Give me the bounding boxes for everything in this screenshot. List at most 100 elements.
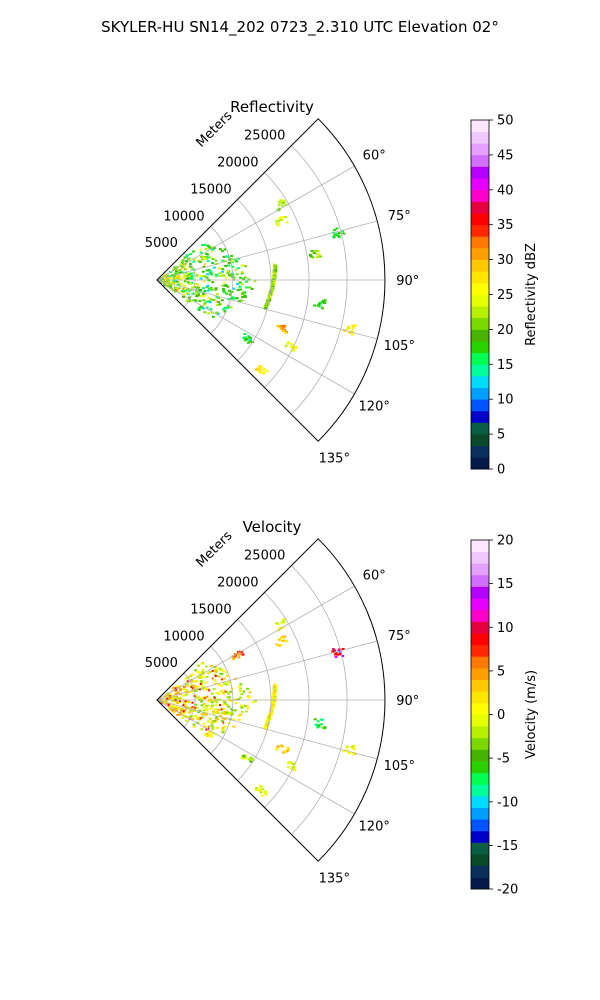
refl-echo-patch [313,299,327,310]
refl-colorbar-label: Reflectivity dBZ [524,243,539,346]
vel-colorbar-swatch [471,644,489,657]
vel-colorbar-swatch [471,877,489,890]
refl-colorbar-swatch [471,120,489,133]
refl-echo-patch [342,324,357,336]
refl-colorbar-swatch [471,317,489,330]
refl-panel: Reflectivity60°75°90°105°120°135°5000100… [145,98,539,478]
vel-range-tick: 10000 [163,629,204,644]
refl-colorbar-swatch [471,154,489,167]
refl-grid [156,145,385,442]
vel-colorbar: -20 -15 -10 -5 0 5 10 15 20 Velocity (m/s) [470,534,539,898]
refl-colorbar-swatch [471,143,489,156]
vel-colorbar-swatch [471,807,489,820]
refl-colorbar-swatch [471,434,489,447]
vel-colorbar-label: Velocity (m/s) [524,670,539,759]
vel-colorbar-tick: 0 [497,708,505,723]
vel-colorbar-swatch [471,772,489,785]
refl-colorbar-tick: 20 [497,323,514,338]
vel-colorbar-swatch [471,842,489,855]
vel-colorbar-swatch [471,795,489,808]
refl-colorbar-tick: 5 [497,428,505,443]
vel-colorbar-swatch [471,551,489,564]
vel-range-tick: 15000 [190,602,231,617]
vel-colorbar-tick: -15 [497,839,518,854]
vel-range-tick: 20000 [217,576,258,591]
vel-echo-patch [240,754,255,763]
vel-echo-patch [275,618,286,632]
vel-colorbar-swatch [471,621,489,634]
refl-colorbar-swatch [471,201,489,214]
refl-colorbar-tick: 15 [497,358,514,373]
refl-title: Reflectivity [230,98,314,116]
vel-azimuth-tick: 75° [388,629,411,644]
vel-colorbar-swatch [471,865,489,878]
refl-colorbar-tick: 45 [497,148,514,163]
refl-colorbar-tick: 0 [497,463,505,478]
vel-range-tick: 5000 [145,656,178,671]
vel-colorbar-tick: -5 [497,752,510,767]
refl-azimuth-tick: 135° [319,451,350,466]
refl-echo-patch [255,365,269,375]
refl-range-tick: 5000 [145,236,178,251]
vel-colorbar-swatch [471,749,489,762]
refl-colorbar-swatch [471,189,489,202]
vel-colorbar-swatch [471,702,489,715]
refl-colorbar-tick: 25 [497,288,514,303]
refl-echo-patch [308,249,322,259]
vel-colorbar-swatch [471,586,489,599]
vel-colorbar-swatch [471,854,489,867]
refl-data-layer [157,199,357,375]
vel-colorbar-swatch [471,714,489,727]
vel-colorbar-swatch [471,819,489,832]
refl-colorbar-swatch [471,399,489,412]
vel-panel: Velocity 60° 75° 90° 105° 120° 135° 5000 10000 15… [145,518,539,898]
refl-colorbar-swatch [471,422,489,435]
refl-colorbar-swatch [471,247,489,260]
refl-colorbar-swatch [471,213,489,226]
refl-range-label: Meters [194,108,236,150]
refl-colorbar-swatch [471,445,489,458]
refl-azimuth-tick: 75° [388,209,411,224]
refl-colorbar-swatch [471,294,489,307]
figure-title: SKYLER-HU SN14_202 0723_2.310 UTC Elevat… [101,18,499,37]
vel-azimuth-tick: 120° [359,819,390,834]
vel-echo-patch [275,744,290,754]
vel-colorbar-swatch [471,563,489,576]
vel-colorbar-swatch [471,656,489,669]
vel-colorbar-swatch [471,679,489,692]
vel-title: Velocity [243,518,302,536]
vel-colorbar-swatch [471,830,489,843]
refl-colorbar-tick: 30 [497,253,514,268]
refl-echo-fan [157,243,257,318]
refl-colorbar-swatch [471,410,489,423]
refl-colorbar-swatch [471,457,489,470]
refl-azimuth-tick: 60° [363,149,386,164]
refl-colorbar-swatch [471,387,489,400]
vel-colorbar-tick: -20 [497,883,518,898]
vel-echo-patch [254,784,268,797]
refl-colorbar-swatch [471,131,489,144]
vel-echo-patch [286,760,297,772]
vel-colorbar-swatch [471,574,489,587]
refl-colorbar-swatch [471,271,489,284]
vel-colorbar-swatch [471,737,489,750]
vel-echo-patch [313,718,327,730]
vel-azimuth-tick: 105° [384,759,415,774]
refl-colorbar-swatch [471,364,489,377]
refl-colorbar-swatch [471,259,489,272]
refl-colorbar-tick: 35 [497,218,514,233]
vel-colorbar-swatch [471,633,489,646]
vel-colorbar-swatch [471,726,489,739]
refl-colorbar-swatch [471,329,489,342]
refl-colorbar-swatch [471,224,489,237]
refl-colorbar-swatch [471,166,489,179]
refl-azimuth-tick: 105° [384,339,415,354]
refl-colorbar-tick: 40 [497,183,514,198]
refl-colorbar-swatch [471,178,489,191]
vel-azimuth-tick: 135° [319,871,350,886]
refl-colorbar: 0 5 10 15 20 25 30 35 40 45 50 Reflectivity dBZ [470,114,539,478]
refl-colorbar-swatch [471,352,489,365]
refl-colorbar-swatch [471,341,489,354]
refl-colorbar-swatch [471,236,489,249]
